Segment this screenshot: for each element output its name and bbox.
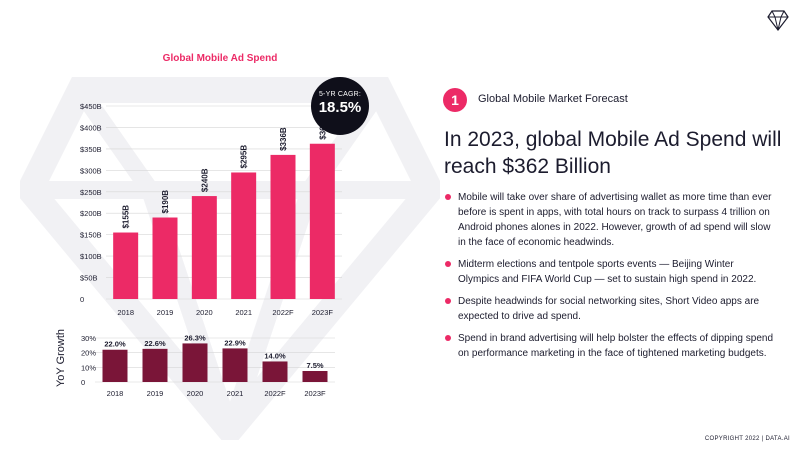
growth-value-label: 22.9% — [224, 338, 246, 347]
bullet-item: Midterm elections and tentpole sports ev… — [444, 257, 774, 287]
bullet-text: Midterm elections and tentpole sports ev… — [458, 259, 757, 285]
x-tick-label: 2021 — [235, 308, 252, 317]
growth-bar — [302, 371, 328, 382]
growth-value-label: 26.3% — [184, 333, 206, 342]
bullet-item: Despite headwinds for social networking … — [444, 294, 774, 324]
y-tick-label: 10% — [81, 363, 96, 372]
x-tick-label: 2021 — [227, 389, 244, 398]
bullet-text: Spend in brand advertising will help bol… — [458, 333, 774, 359]
bar — [309, 143, 335, 299]
copyright-text: COPYRIGHT 2022 | DATA.AI — [704, 436, 790, 442]
bar-value-label: $295B — [240, 145, 249, 169]
y-tick-label: $100B — [80, 252, 102, 261]
growth-value-label: 22.0% — [104, 340, 126, 349]
growth-value-label: 22.6% — [144, 339, 166, 348]
section-number-badge: 1 — [443, 88, 467, 112]
bar — [113, 232, 139, 299]
bar-value-label: $336B — [279, 127, 288, 151]
bullet-dot-icon — [445, 261, 451, 267]
bullet-item: Mobile will take over share of advertisi… — [444, 190, 774, 250]
headline: In 2023, global Mobile Ad Spend will rea… — [444, 128, 782, 178]
bar — [191, 196, 217, 299]
y-tick-label: $200B — [80, 209, 102, 218]
bar-value-label: $240B — [200, 168, 209, 192]
x-tick-label: 2023F — [304, 389, 326, 398]
x-tick-label: 2023F — [312, 308, 334, 317]
bar-value-label: $155B — [122, 205, 131, 229]
bar-value-label: $190B — [161, 190, 170, 214]
growth-bar — [182, 343, 208, 382]
y-tick-label: 20% — [81, 349, 96, 358]
bar — [152, 217, 178, 299]
bullet-text: Despite headwinds for social networking … — [458, 296, 760, 322]
y-tick-label: $150B — [80, 231, 102, 240]
y-tick-label: $350B — [80, 145, 102, 154]
y-tick-label: 0 — [80, 295, 84, 304]
y-tick-label: $450B — [80, 102, 102, 111]
growth-value-label: 7.5% — [306, 361, 323, 370]
y-tick-label: $300B — [80, 166, 102, 175]
growth-bar — [102, 349, 128, 382]
diamond-icon — [767, 10, 789, 31]
bullet-dot-icon — [445, 335, 451, 341]
x-tick-label: 2018 — [107, 389, 124, 398]
ad-spend-chart: Global Mobile Ad Spend 0 $50B $100B $150B $2… — [80, 53, 342, 317]
y-tick-label: $250B — [80, 188, 102, 197]
growth-bar — [262, 361, 288, 382]
x-tick-label: 2022F — [264, 389, 286, 398]
bullet-list: Mobile will take over share of advertisi… — [444, 190, 774, 368]
bar — [270, 154, 296, 299]
bullet-dot-icon — [445, 298, 451, 304]
x-tick-label: 2022F — [272, 308, 294, 317]
x-tick-label: 2020 — [196, 308, 213, 317]
growth-bar — [142, 348, 168, 382]
chart-title: Global Mobile Ad Spend — [163, 53, 278, 64]
y-tick-label: 30% — [81, 334, 96, 343]
bullet-dot-icon — [445, 194, 451, 200]
y-tick-label: 0 — [81, 378, 85, 387]
y-tick-label: $50B — [80, 274, 98, 283]
bar — [231, 172, 257, 299]
x-tick-label: 2019 — [147, 389, 164, 398]
x-tick-label: 2020 — [187, 389, 204, 398]
growth-bar — [222, 348, 248, 382]
cagr-label: 5-YR CAGR: — [318, 91, 362, 98]
section-label: Global Mobile Market Forecast — [478, 93, 628, 105]
bullet-text: Mobile will take over share of advertisi… — [458, 192, 772, 248]
bullet-item: Spend in brand advertising will help bol… — [444, 331, 774, 361]
x-tick-label: 2018 — [117, 308, 134, 317]
x-tick-label: 2019 — [157, 308, 174, 317]
yoy-growth-chart: YoY Growth 0 10% 20% 30% 22.0% 2018 22.6% 2019 2… — [55, 329, 335, 398]
cagr-badge: 5-YR CAGR: 18.5% — [311, 77, 369, 135]
growth-value-label: 14.0% — [264, 351, 286, 360]
growth-y-axis-label: YoY Growth — [55, 329, 67, 387]
cagr-value: 18.5% — [318, 99, 362, 116]
y-tick-label: $400B — [80, 123, 102, 132]
